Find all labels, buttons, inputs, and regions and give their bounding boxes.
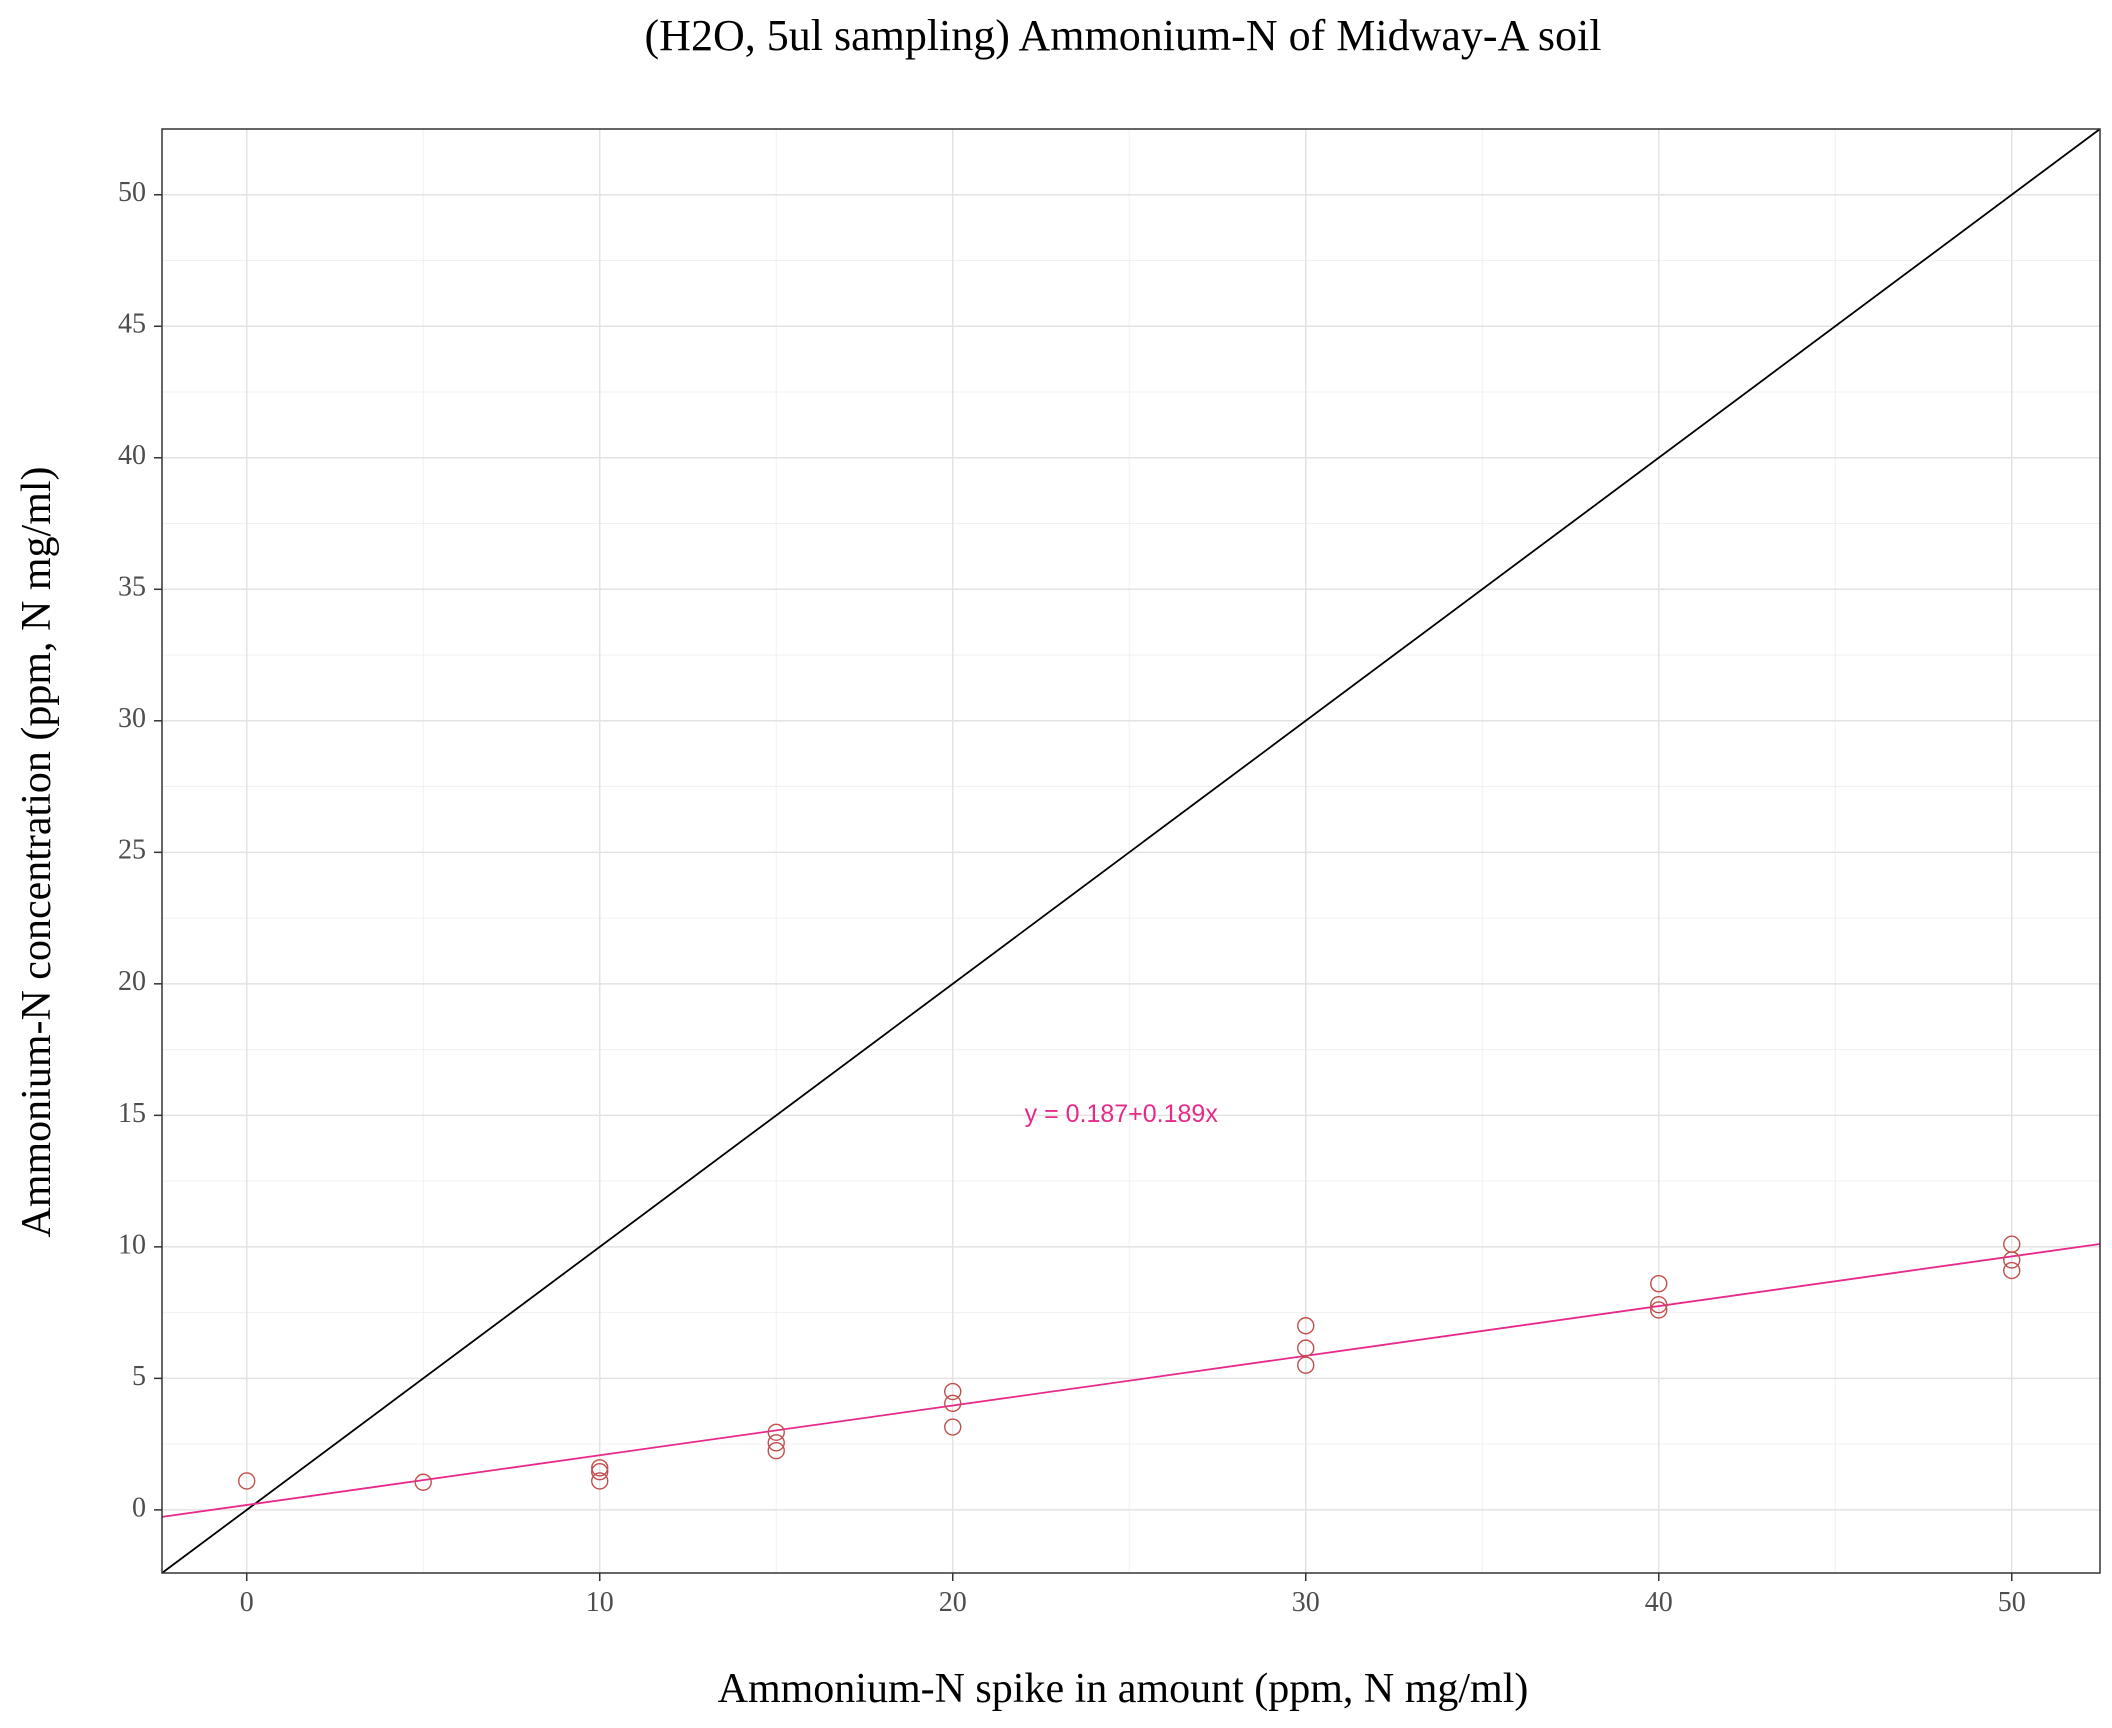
data-point (414, 1473, 432, 1491)
data-point (944, 1418, 962, 1436)
data-point (1297, 1339, 1315, 1357)
data-point (767, 1423, 785, 1441)
data-point (1650, 1274, 1668, 1293)
data-point (1297, 1317, 1315, 1335)
plot-panel-border (161, 128, 2101, 1574)
identity-line (161, 128, 2101, 1574)
chart-title: (H2O, 5ul sampling) Ammonium-N of Midway… (645, 11, 1602, 60)
data-point (1650, 1296, 1668, 1314)
data-point (767, 1434, 785, 1452)
y-tick-label: 0 (132, 1492, 146, 1523)
data-point (767, 1441, 785, 1460)
data-point (591, 1472, 609, 1490)
y-tick-label: 25 (118, 835, 146, 866)
data-point (2003, 1251, 2021, 1269)
data-point (944, 1394, 962, 1413)
data-point (1650, 1301, 1668, 1319)
data-point (591, 1463, 609, 1481)
data-point (591, 1459, 609, 1477)
x-tick-label: 30 (1292, 1587, 1320, 1618)
y-tick-label: 40 (118, 440, 146, 471)
grid (162, 129, 2100, 1573)
fit-equation-label: y = 0.187+0.189x (1025, 1100, 1219, 1128)
x-tick-label: 10 (586, 1587, 614, 1618)
y-tick-label: 10 (118, 1229, 146, 1260)
fit-line (161, 1243, 2101, 1518)
y-tick-label: 15 (118, 1098, 146, 1129)
y-tick-label: 50 (118, 177, 146, 208)
x-tick-label: 0 (240, 1587, 254, 1618)
x-axis-title: Ammonium-N spike in amount (ppm, N mg/ml… (718, 1666, 1529, 1712)
y-tick-label: 35 (118, 572, 146, 603)
annotations: y = 0.187+0.189x (1025, 1100, 1219, 1128)
y-tick-label: 20 (118, 966, 146, 997)
y-tick-label: 30 (118, 703, 146, 734)
data-point (2003, 1261, 2021, 1280)
data-point (944, 1382, 962, 1401)
x-tick-label: 40 (1645, 1587, 1673, 1618)
x-tick-label: 50 (1998, 1587, 2026, 1618)
data-point (1297, 1356, 1315, 1374)
reference-lines (161, 128, 2101, 1574)
y-axis-title: Ammonium-N concentration (ppm, N mg/ml) (14, 466, 60, 1237)
y-tick-label: 5 (132, 1361, 146, 1392)
data-points (238, 1235, 2021, 1491)
data-point (238, 1472, 256, 1490)
y-axis: 0 5 10 15 20 25 30 35 40 45 50 (118, 177, 162, 1523)
y-tick-label: 45 (118, 309, 146, 340)
x-axis: 0 10 20 30 40 50 (240, 1573, 2026, 1618)
x-tick-label: 20 (939, 1587, 967, 1618)
